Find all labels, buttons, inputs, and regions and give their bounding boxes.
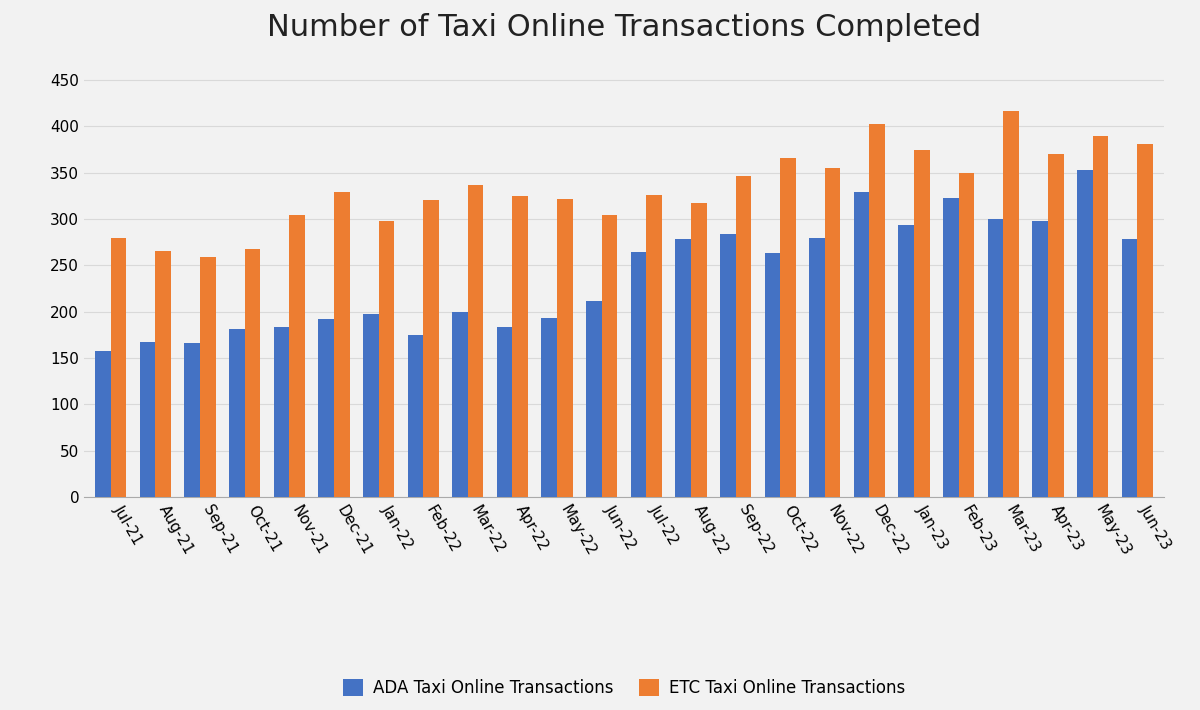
Bar	[764, 253, 780, 497]
Bar	[647, 195, 662, 497]
Bar	[362, 314, 378, 497]
Bar	[185, 343, 200, 497]
Bar	[1003, 111, 1019, 497]
Bar	[691, 203, 707, 497]
Bar	[557, 199, 572, 497]
Bar	[601, 215, 617, 497]
Bar	[318, 319, 334, 497]
Bar	[110, 238, 126, 497]
Bar	[229, 329, 245, 497]
Title: Number of Taxi Online Transactions Completed: Number of Taxi Online Transactions Compl…	[266, 13, 982, 42]
Bar	[1076, 170, 1092, 497]
Bar	[899, 224, 914, 497]
Bar	[334, 192, 349, 497]
Bar	[988, 219, 1003, 497]
Bar	[200, 257, 216, 497]
Bar	[586, 302, 601, 497]
Bar	[156, 251, 172, 497]
Bar	[95, 351, 110, 497]
Bar	[631, 252, 647, 497]
Bar	[378, 221, 394, 497]
Bar	[424, 200, 439, 497]
Bar	[1138, 144, 1153, 497]
Bar	[824, 168, 840, 497]
Bar	[780, 158, 796, 497]
Bar	[139, 342, 156, 497]
Bar	[1122, 239, 1138, 497]
Bar	[870, 124, 886, 497]
Bar	[541, 318, 557, 497]
Bar	[943, 197, 959, 497]
Bar	[289, 215, 305, 497]
Bar	[408, 335, 424, 497]
Bar	[676, 239, 691, 497]
Bar	[1032, 221, 1048, 497]
Bar	[854, 192, 870, 497]
Bar	[274, 327, 289, 497]
Bar	[468, 185, 484, 497]
Bar	[959, 173, 974, 497]
Bar	[245, 248, 260, 497]
Bar	[809, 239, 824, 497]
Legend: ADA Taxi Online Transactions, ETC Taxi Online Transactions: ADA Taxi Online Transactions, ETC Taxi O…	[336, 672, 912, 704]
Bar	[452, 312, 468, 497]
Bar	[914, 151, 930, 497]
Bar	[512, 196, 528, 497]
Bar	[497, 327, 512, 497]
Bar	[720, 234, 736, 497]
Bar	[1092, 136, 1109, 497]
Bar	[736, 176, 751, 497]
Bar	[1048, 154, 1063, 497]
